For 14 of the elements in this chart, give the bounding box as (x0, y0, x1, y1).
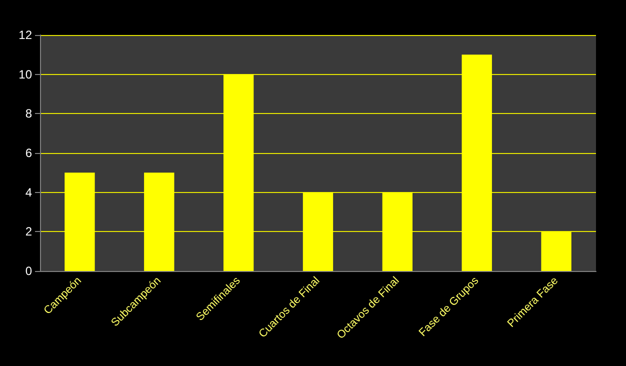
bar (64, 172, 95, 271)
bar (302, 192, 334, 271)
y-tick-label: 2 (25, 224, 32, 239)
y-tick-label: 0 (25, 264, 32, 278)
bar (223, 74, 254, 271)
bar (144, 172, 174, 271)
bar (541, 232, 572, 271)
y-tick-label: 6 (25, 146, 32, 160)
y-tick-label: 4 (25, 185, 32, 200)
bar (382, 192, 413, 271)
y-tick-label: 8 (25, 106, 32, 121)
bar (462, 54, 492, 271)
y-tick-label: 12 (18, 28, 32, 42)
y-tick-label: 10 (18, 67, 32, 82)
